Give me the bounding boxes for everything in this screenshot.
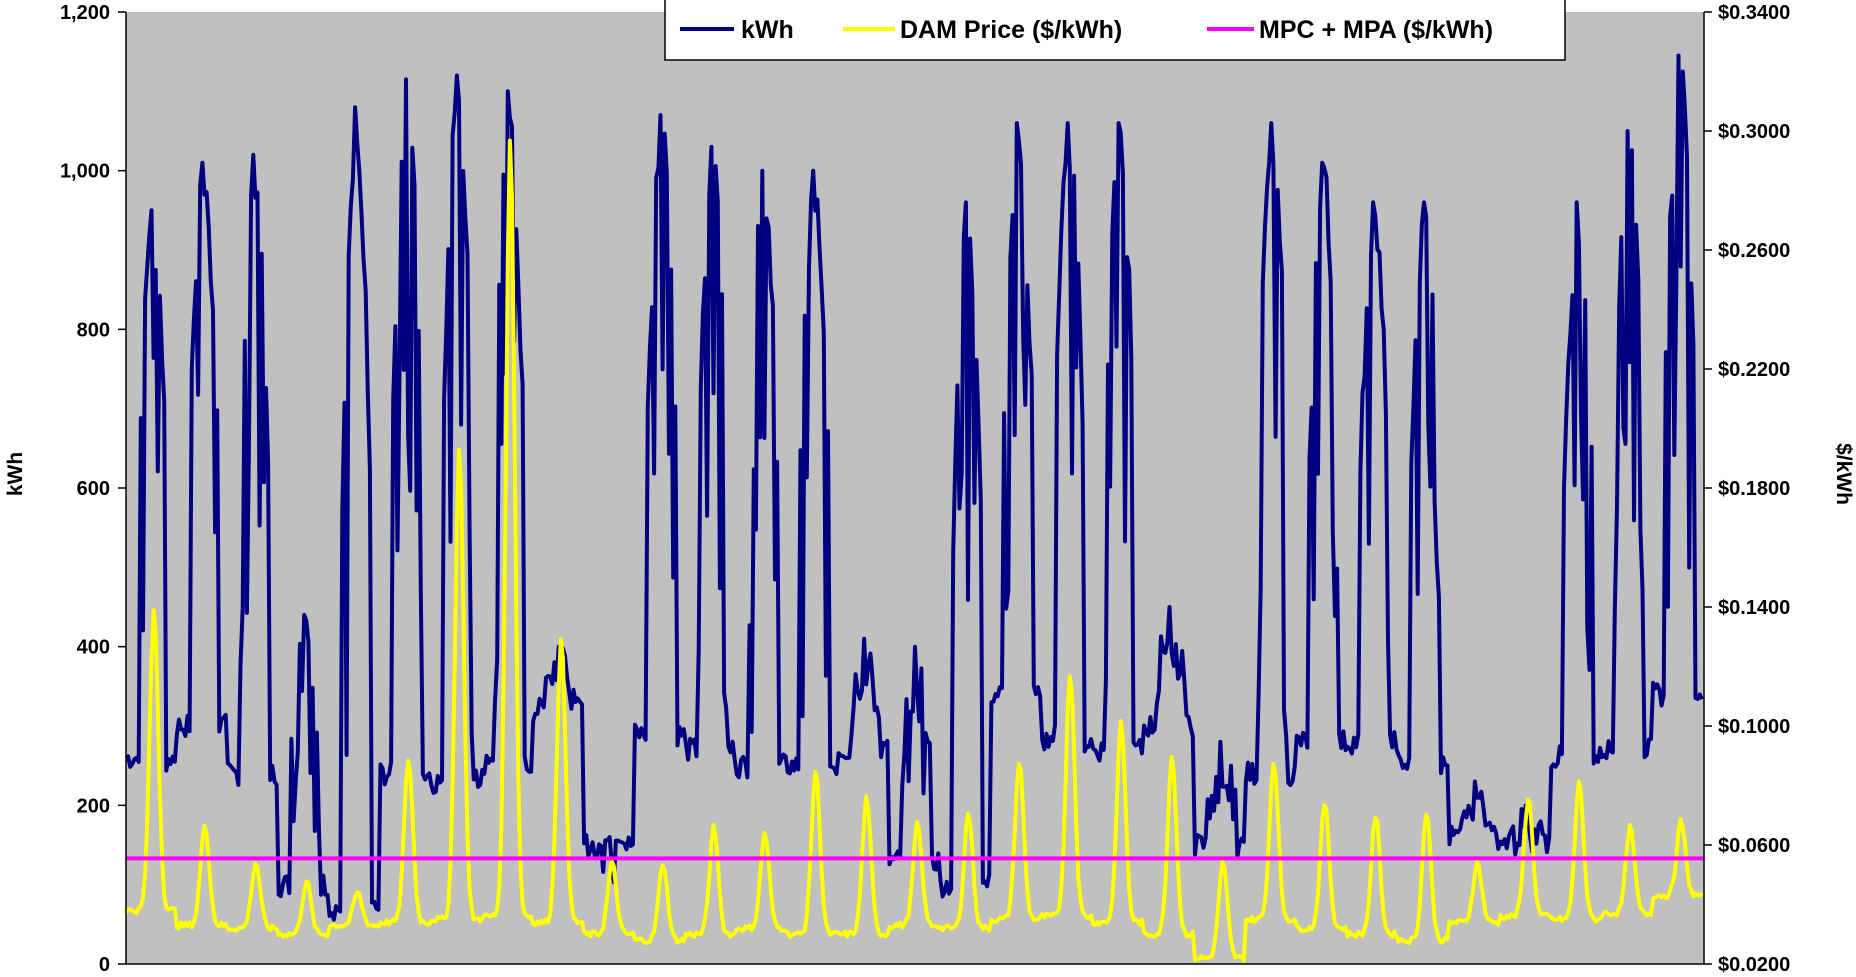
axes-layer: 0 200 400 600 800 1,000 1,200 $0.0200 $0.0600 $0.… <box>60 2 1790 976</box>
y2-tick-label: $0.0600 <box>1718 835 1790 857</box>
legend-box <box>664 0 1566 61</box>
y2-axis-title: $/kWh <box>1832 443 1855 505</box>
y2-tick-label: $0.2600 <box>1718 240 1790 262</box>
y-tick-label: 600 <box>77 478 110 500</box>
y-tick-label: 400 <box>77 637 110 659</box>
y-tick-label: 1,000 <box>60 161 110 183</box>
legend-dam-label: DAM Price ($/kWh) <box>900 16 1122 44</box>
y2-tick-label: $0.1800 <box>1718 478 1790 500</box>
y-tick-label: 1,200 <box>60 2 110 24</box>
legend-kwh-label: kWh <box>741 16 794 44</box>
y-tick-label: 800 <box>77 319 110 341</box>
series-dam-price-line <box>124 138 1704 963</box>
y-tick-label: 0 <box>99 954 110 976</box>
y2-tick-label: $0.3000 <box>1718 121 1790 143</box>
series-kwh-line <box>124 53 1704 922</box>
y2-tick-label: $0.1000 <box>1718 716 1790 738</box>
y-tick-label: 200 <box>77 795 110 817</box>
y-axis-title: kWh <box>4 452 27 496</box>
y2-tick-label: $0.1400 <box>1718 597 1790 619</box>
legend-mpc-label: MPC + MPA ($/kWh) <box>1259 16 1493 44</box>
y2-tick-label: $0.2200 <box>1718 359 1790 381</box>
plot-area <box>126 12 1704 964</box>
series-layer <box>124 53 1704 963</box>
y2-tick-label: $0.0200 <box>1718 954 1790 976</box>
y2-tick-label: $0.3400 <box>1718 2 1790 24</box>
legend: kWh DAM Price ($/kWh) MPC + MPA ($/kWh) <box>664 0 1566 61</box>
